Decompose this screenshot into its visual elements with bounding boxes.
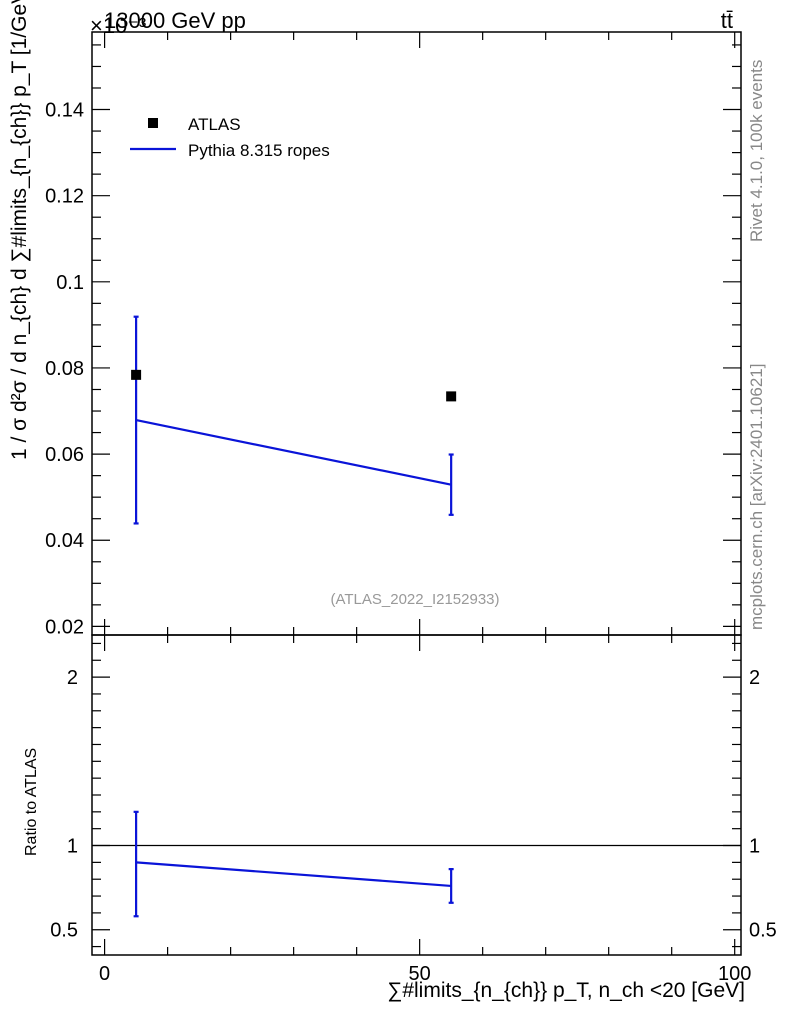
y-tick-label: 0.08 [45, 358, 84, 380]
mcplots-label: mcplots.cern.ch [arXiv:2401.10621] [747, 364, 766, 630]
legend-data-label: ATLAS [188, 115, 241, 134]
ratio-y-tick-label: 2 [67, 667, 78, 689]
main-mc-line [135, 418, 452, 486]
main-y-axis: 0.02 0.04 0.06 0.08 0.1 0.12 0.14 [45, 44, 741, 638]
ratio-mc-line [136, 861, 452, 888]
ratio-y-tick-label-right: 2 [749, 667, 760, 689]
x-tick-label: 0 [99, 963, 110, 985]
main-series-group [131, 315, 457, 525]
main-y-axis-title: 1 / σ d²σ / d n_{ch} d ∑#limits_{n_{ch}}… [8, 0, 31, 460]
x-tick-label: 100 [718, 963, 751, 985]
rivet-label: Rivet 4.1.0, 100k events [747, 60, 766, 242]
y-tick-label: 0.04 [45, 530, 84, 552]
header-process-label: tt̄ [721, 8, 733, 33]
ratio-panel-frame [91, 634, 742, 956]
y-tick-label: 0.02 [45, 616, 84, 638]
ratio-series-group [133, 810, 454, 918]
y-tick-label: 0.06 [45, 444, 84, 466]
y-tick-label: 0.12 [45, 186, 84, 208]
x-axis-title-text: ∑#limits_{n_{ch}} p_T, n_ch <20 [GeV] [387, 979, 745, 1002]
legend-data-marker [148, 118, 158, 128]
main-data-point [446, 391, 457, 402]
main-y-axis-title-text: 1 / σ d²σ / d n_{ch} d ∑#limits_{n_{ch}}… [8, 0, 31, 460]
legend-mc-label: Pythia 8.315 ropes [188, 141, 330, 160]
header-energy-label: 13000 GeV pp [104, 8, 246, 33]
exponent-label: ×10⁻³ [90, 13, 146, 38]
ratio-y-tick-label-right: 0.5 [749, 920, 777, 942]
ratio-y-axis: 0.5 0.5 1 1 2 2 [50, 642, 777, 948]
x-axis: 0 50 100 [99, 32, 751, 985]
ratio-y-axis-title: Ratio to ATLAS [23, 748, 40, 856]
x-axis-title: ∑#limits_{n_{ch}} p_T, n_ch <20 [GeV] [387, 979, 745, 1002]
ratio-y-tick-label: 1 [67, 836, 78, 858]
y-tick-label: 0.14 [45, 100, 84, 122]
ratio-y-tick-label-right: 1 [749, 836, 760, 858]
main-data-point [131, 369, 142, 380]
x-tick-label: 50 [409, 963, 431, 985]
analysis-watermark: (ATLAS_2022_I2152933) [330, 591, 499, 608]
y-tick-label: 0.1 [56, 272, 84, 294]
ratio-y-tick-label: 0.5 [50, 920, 78, 942]
